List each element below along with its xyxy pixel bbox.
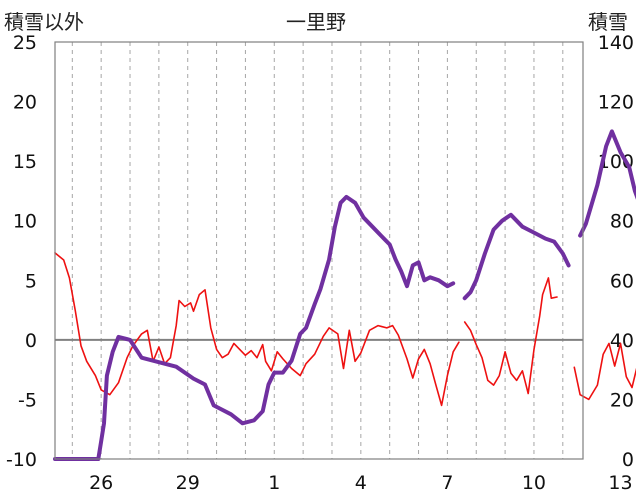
left-y-tick-label: 10 — [13, 211, 37, 233]
grid-lines — [55, 42, 583, 459]
right-y-tick-label: 40 — [610, 330, 634, 352]
left-y-tick-label: -5 — [18, 389, 37, 411]
left-axis-title: 積雪以外 — [4, 10, 84, 34]
left-y-tick-label: 20 — [13, 92, 37, 114]
other-series-line — [54, 252, 460, 407]
snow-depth-line — [462, 212, 571, 301]
left-y-tick-label: 25 — [13, 32, 37, 54]
right-y-tick-label: 60 — [610, 270, 634, 292]
left-y-ticks: 25 20 15 10 5 0 -5 -10 — [6, 32, 37, 471]
plot-frame — [54, 41, 584, 460]
left-y-tick-label: 5 — [25, 270, 37, 292]
snow-depth-line — [53, 194, 456, 461]
right-y-tick-label: 0 — [622, 449, 634, 471]
x-ticks: 26291471013161922 — [89, 472, 633, 494]
x-tick-label: 1 — [268, 472, 280, 494]
right-axis-title: 積雪 — [588, 10, 628, 34]
x-tick-label: 26 — [89, 472, 113, 494]
left-y-tick-label: -10 — [6, 449, 37, 471]
chart-title: 一里野 — [286, 10, 346, 34]
x-tick-label: 13 — [608, 472, 632, 494]
right-y-tick-label: 20 — [610, 389, 634, 411]
left-y-tick-label: 15 — [13, 151, 37, 173]
left-y-tick-label: 0 — [25, 330, 37, 352]
right-y-tick-label: 80 — [610, 211, 634, 233]
other-series-line — [463, 277, 558, 395]
x-tick-label: 7 — [441, 472, 453, 494]
x-tick-label: 10 — [522, 472, 546, 494]
right-y-tick-label: 120 — [598, 92, 634, 114]
right-y-tick-label: 140 — [598, 32, 634, 54]
x-tick-label: 29 — [176, 472, 200, 494]
x-tick-label: 4 — [355, 472, 367, 494]
series-lines — [53, 129, 636, 461]
